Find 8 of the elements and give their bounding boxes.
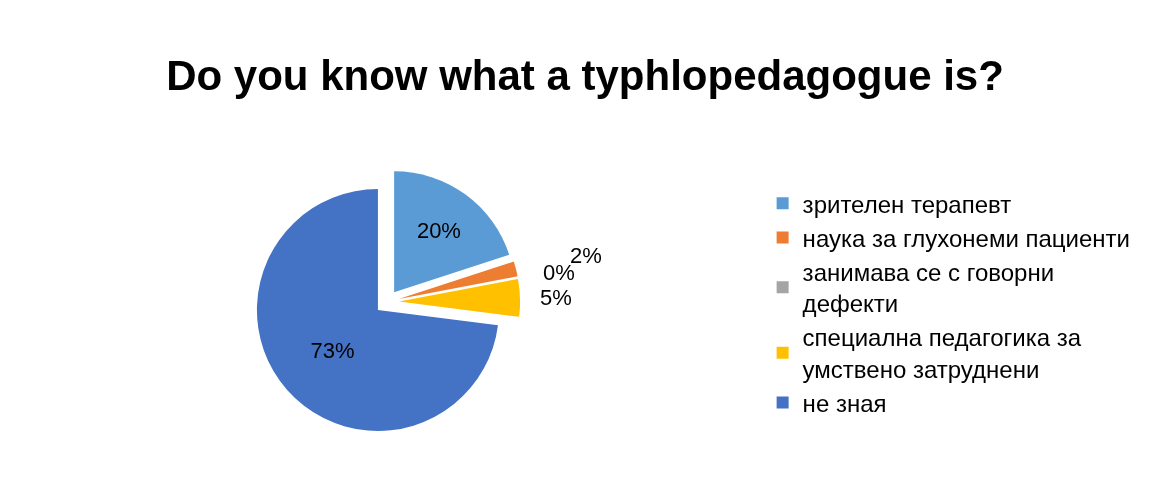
chart-title: Do you know what a typhlopedagogue is? — [166, 51, 1004, 99]
legend-label: не зная — [802, 389, 887, 417]
data-label: 20% — [416, 218, 461, 244]
data-label: 5% — [540, 285, 572, 310]
legend-label: наука за глухонеми пациенти — [802, 224, 1130, 252]
data-label: 73% — [310, 337, 355, 363]
legend-label: зрителен терапевт — [802, 190, 1012, 218]
data-label: 2% — [570, 243, 602, 268]
